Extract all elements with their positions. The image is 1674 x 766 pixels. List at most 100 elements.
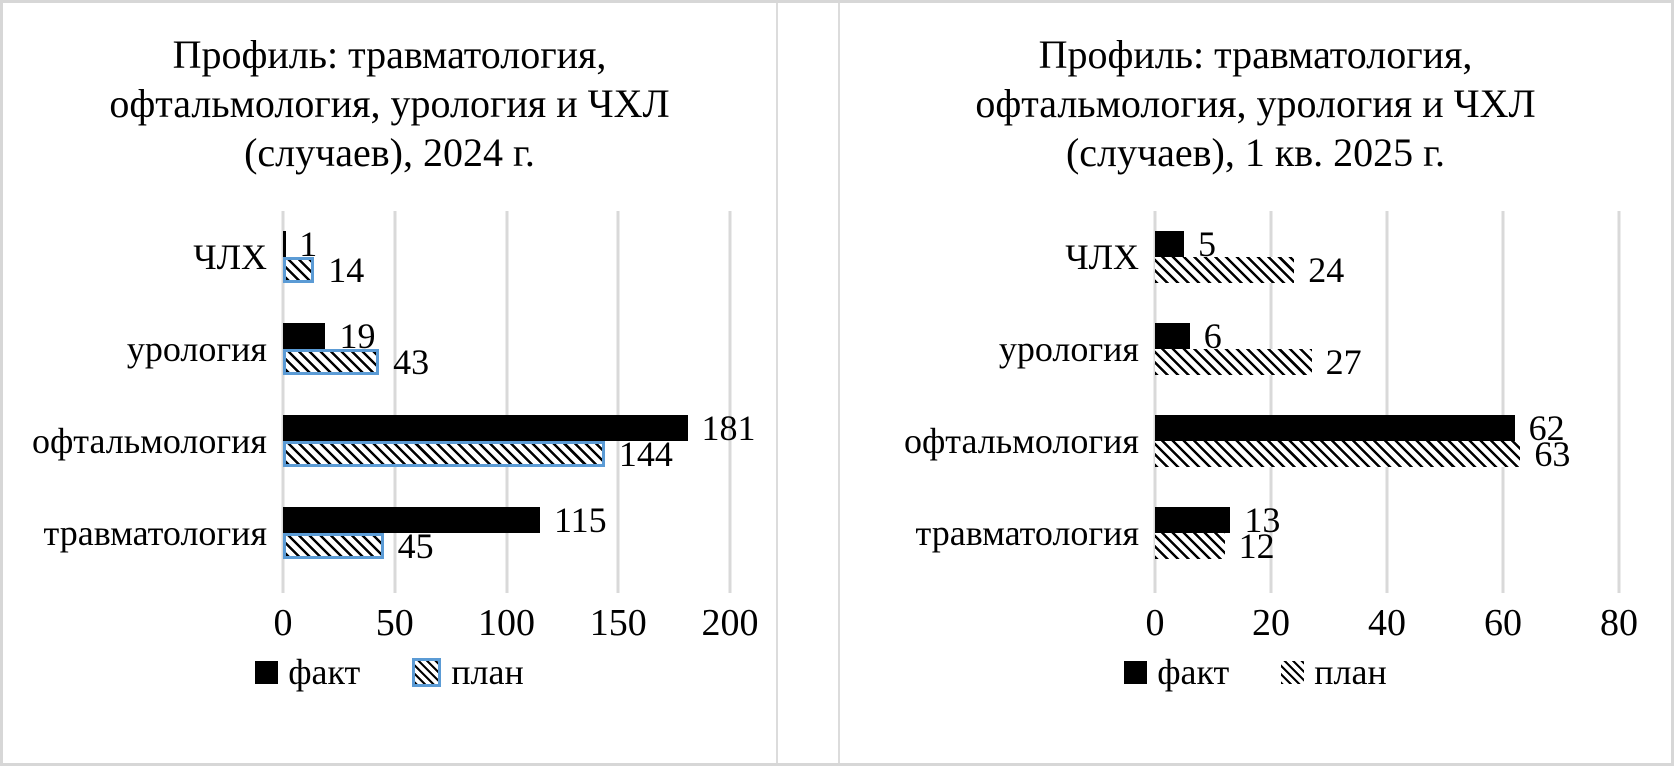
fact-bar xyxy=(1155,507,1231,534)
plan-bar xyxy=(1155,441,1521,468)
x-tick-label: 80 xyxy=(1600,602,1638,645)
plot-zone: ЧЛХ урология офтальмология травматология 5 2… xyxy=(840,211,1671,594)
gridline xyxy=(1617,211,1621,594)
bar-row: 13 xyxy=(1155,500,1619,540)
plan-bar xyxy=(1155,533,1225,560)
plan-bar xyxy=(1155,349,1312,376)
bar-row: 19 xyxy=(283,316,730,356)
plan-bar xyxy=(283,441,605,468)
legend-item-plan: план xyxy=(1281,651,1387,693)
data-label: 144 xyxy=(618,434,673,475)
fact-bar xyxy=(1155,323,1190,350)
bar-row: 24 xyxy=(1155,250,1619,290)
data-label: 5 xyxy=(1198,224,1216,265)
plan-swatch-icon xyxy=(1281,660,1305,684)
category-label: офтальмология xyxy=(31,421,267,462)
category-label: урология xyxy=(126,329,267,370)
category-label: травматология xyxy=(43,513,267,554)
fact-bar xyxy=(283,507,541,534)
x-tick-label: 200 xyxy=(701,602,759,645)
legend-item-fact: факт xyxy=(1124,651,1229,693)
bar-row: 43 xyxy=(283,342,730,382)
x-axis: 0 20 40 60 80 xyxy=(1146,579,1639,644)
category-label: травматология xyxy=(915,513,1139,554)
fact-swatch-icon xyxy=(1124,660,1148,684)
bar-row: 1 xyxy=(283,224,730,264)
bar-group: 181 144 xyxy=(283,395,756,487)
bar-row: 45 xyxy=(283,526,730,566)
chart-title: Профиль: травматология, офтальмология, у… xyxy=(109,32,670,175)
x-tick-label: 0 xyxy=(1145,602,1165,645)
fact-bar xyxy=(283,323,326,350)
chart-1q-2025: Профиль: травматология, офтальмология, у… xyxy=(838,3,1671,763)
plan-bar xyxy=(283,349,380,376)
data-label: 14 xyxy=(328,250,365,291)
bar-group: 115 45 xyxy=(283,487,730,579)
bar-row: 27 xyxy=(1155,342,1619,382)
x-tick-label: 0 xyxy=(273,602,293,645)
data-label: 62 xyxy=(1528,408,1565,449)
plot-area: 1 14 19 43 181 144 115 45 xyxy=(281,211,756,594)
x-tick-label: 150 xyxy=(589,602,647,645)
category-label: урология xyxy=(998,329,1139,370)
x-tick-label: 100 xyxy=(478,602,535,645)
bar-group: 62 63 xyxy=(1155,395,1619,487)
gridline xyxy=(728,211,732,594)
data-label: 13 xyxy=(1244,500,1281,541)
data-label: 45 xyxy=(397,526,434,567)
gridline xyxy=(1385,211,1389,594)
legend-label-plan: план xyxy=(451,652,524,693)
chart-2024: Профиль: травматология, офтальмология, у… xyxy=(3,3,778,763)
gridline xyxy=(505,211,508,594)
x-tick-label: 40 xyxy=(1368,602,1406,645)
chart-title: Профиль: травматология, офтальмология, у… xyxy=(975,32,1536,175)
legend-label-fact: факт xyxy=(288,652,361,693)
bar-row: 181 xyxy=(283,408,756,448)
bar-group: 6 27 xyxy=(1155,303,1619,395)
bar-group: 5 24 xyxy=(1155,211,1619,303)
bar-row: 6 xyxy=(1155,316,1619,356)
fact-bar xyxy=(1155,231,1184,258)
legend: факт план xyxy=(840,651,1671,693)
plan-bar xyxy=(1155,257,1295,284)
plan-bar xyxy=(283,257,315,284)
bar-row: 5 xyxy=(1155,224,1619,264)
plot-area: 5 24 6 27 62 63 13 12 xyxy=(1153,211,1621,594)
data-label: 6 xyxy=(1203,316,1222,357)
gridline xyxy=(616,211,620,594)
bar-group: 1 14 xyxy=(283,211,730,303)
gridline xyxy=(393,211,397,594)
category-label: ЧЛХ xyxy=(1065,237,1139,278)
data-label: 181 xyxy=(701,408,756,449)
plan-swatch-icon xyxy=(412,657,442,687)
legend: факт план xyxy=(3,651,776,693)
plan-bar xyxy=(283,533,384,560)
data-label: 43 xyxy=(393,342,430,383)
x-tick-label: 60 xyxy=(1484,602,1522,645)
x-tick-label: 50 xyxy=(375,602,414,645)
gridline xyxy=(281,211,285,594)
category-axis: ЧЛХ урология офтальмология травматология xyxy=(840,211,1155,579)
x-axis: 0 50 100 150 200 xyxy=(274,579,759,644)
gridline xyxy=(1269,211,1273,594)
fact-bar xyxy=(283,231,286,258)
gridline xyxy=(1153,211,1157,594)
data-label: 12 xyxy=(1238,526,1275,567)
legend-label-plan: план xyxy=(1314,652,1387,693)
data-label: 1 xyxy=(299,224,318,265)
bar-group: 13 12 xyxy=(1155,487,1619,579)
legend-label-fact: факт xyxy=(1157,652,1230,693)
category-label: офтальмология xyxy=(903,421,1139,462)
data-label: 63 xyxy=(1534,434,1571,475)
fact-bar xyxy=(1155,415,1515,442)
bar-row: 14 xyxy=(283,250,730,290)
bar-row: 63 xyxy=(1155,434,1619,474)
bar-row: 115 xyxy=(283,500,730,540)
data-label: 115 xyxy=(554,500,607,541)
bar-row: 144 xyxy=(283,434,730,474)
fact-swatch-icon xyxy=(255,660,279,684)
legend-item-fact: факт xyxy=(255,651,360,693)
category-axis: ЧЛХ урология офтальмология травматология xyxy=(3,211,283,579)
